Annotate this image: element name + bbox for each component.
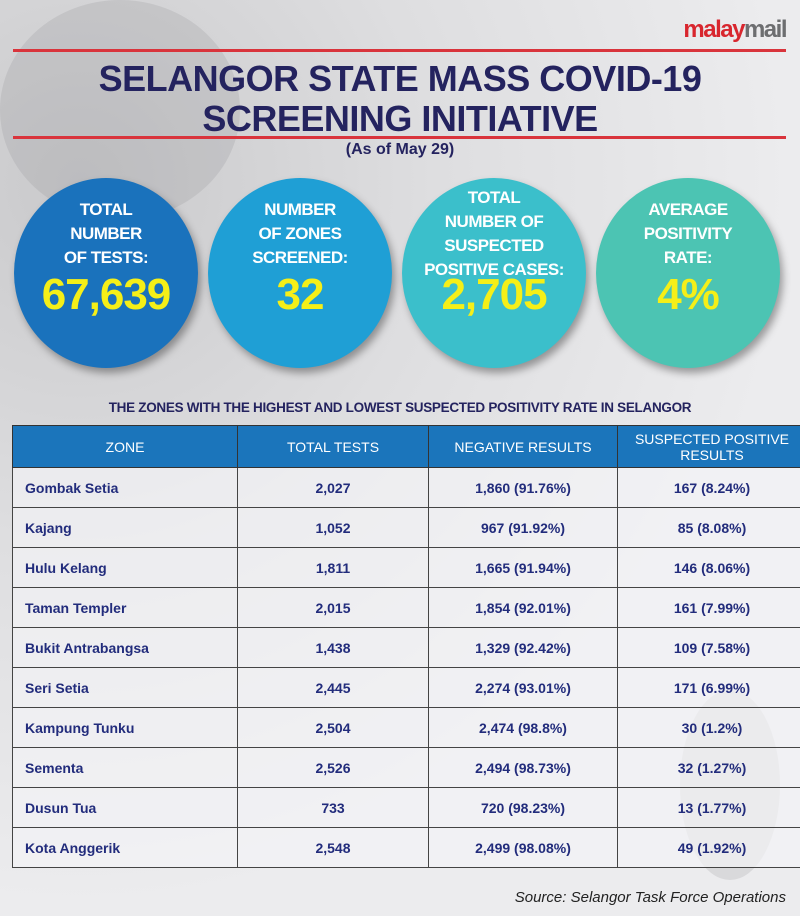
stat-label-line: TOTAL	[79, 200, 133, 219]
total-tests-cell: 2,504	[237, 707, 429, 748]
negative-results-cell: 2,494 (98.73%)	[428, 747, 618, 788]
column-header: TOTAL TESTS	[237, 425, 429, 468]
zone-cell: Bukit Antrabangsa	[12, 627, 238, 668]
stat-label-line: OF ZONES	[258, 224, 342, 243]
negative-results-cell: 1,329 (92.42%)	[428, 627, 618, 668]
table-row: Gombak Setia 2,027 1,860 (91.76%) 167 (8.24…	[12, 467, 800, 508]
total-tests-cell: 1,438	[237, 627, 429, 668]
title-line-2: SCREENING INITIATIVE	[202, 98, 598, 139]
negative-results-cell: 967 (91.92%)	[428, 507, 618, 548]
positive-results-cell: 167 (8.24%)	[617, 467, 800, 508]
positive-results-cell: 109 (7.58%)	[617, 627, 800, 668]
positive-results-cell: 30 (1.2%)	[617, 707, 800, 748]
stat-label-line: AVERAGE	[648, 200, 728, 219]
stat-label-line: NUMBER OF	[444, 212, 544, 231]
total-tests-cell: 1,811	[237, 547, 429, 588]
table-row: Bukit Antrabangsa 1,438 1,329 (92.42%) 109 …	[12, 627, 800, 668]
zone-cell: Hulu Kelang	[12, 547, 238, 588]
positive-results-cell: 85 (8.08%)	[617, 507, 800, 548]
table-row: Taman Templer 2,015 1,854 (92.01%) 161 (7.9…	[12, 587, 800, 628]
zone-cell: Kota Anggerik	[12, 827, 238, 868]
stat-label: TOTAL NUMBER OF SUSPECTED POSITIVE CASES:	[406, 186, 582, 282]
table-row: Dusun Tua 733 720 (98.23%) 13 (1.77%)	[12, 787, 800, 828]
table-row: Seri Setia 2,445 2,274 (93.01%) 171 (6.99%)	[12, 667, 800, 708]
stat-label-line: NUMBER	[264, 200, 336, 219]
stat-label-line: POSITIVE CASES:	[424, 260, 564, 279]
stat-label-line: NUMBER	[70, 224, 142, 243]
zone-cell: Seri Setia	[12, 667, 238, 708]
stat-label-line: TOTAL	[467, 188, 521, 207]
stat-label-line: SCREENED:	[252, 248, 348, 267]
stat-label-line: POSITIVITY	[643, 224, 733, 243]
total-tests-cell: 2,526	[237, 747, 429, 788]
total-tests-cell: 2,015	[237, 587, 429, 628]
stat-label-line: OF TESTS:	[63, 248, 149, 267]
table-row: Kota Anggerik 2,548 2,499 (98.08%) 49 (1.92…	[12, 827, 800, 868]
table-row: Hulu Kelang 1,811 1,665 (91.94%) 146 (8.06%…	[12, 547, 800, 588]
logo-part-malay: malay	[683, 16, 745, 43]
negative-results-cell: 2,499 (98.08%)	[428, 827, 618, 868]
bottom-red-rule	[13, 136, 786, 139]
zone-cell: Taman Templer	[12, 587, 238, 628]
total-tests-cell: 2,027	[237, 467, 429, 508]
positive-results-cell: 146 (8.06%)	[617, 547, 800, 588]
stat-value: 32	[276, 270, 325, 319]
negative-results-cell: 2,474 (98.8%)	[428, 707, 618, 748]
zone-cell: Kajang	[12, 507, 238, 548]
logo-part-mail: mail	[743, 16, 788, 43]
stat-label-line: RATE:	[663, 248, 713, 267]
total-tests-cell: 2,445	[237, 667, 429, 708]
stat-value: 67,639	[41, 270, 172, 319]
stat-value: 2,705	[441, 270, 547, 319]
table-title: THE ZONES WITH THE HIGHEST AND LOWEST SU…	[108, 400, 692, 415]
subtitle: (As of May 29)	[345, 141, 455, 158]
zone-cell: Sementa	[12, 747, 238, 788]
stat-value: 4%	[657, 270, 720, 319]
title-line-1: SELANGOR STATE MASS COVID-19	[98, 58, 702, 99]
stat-circle: TOTAL NUMBER OF SUSPECTED POSITIVE CASES: 2,…	[402, 178, 586, 368]
positive-results-cell: 171 (6.99%)	[617, 667, 800, 708]
negative-results-cell: 1,665 (91.94%)	[428, 547, 618, 588]
source-note: Source: Selangor Task Force Operations	[514, 889, 786, 906]
column-header: ZONE	[12, 425, 238, 468]
negative-results-cell: 720 (98.23%)	[428, 787, 618, 828]
total-tests-cell: 733	[237, 787, 429, 828]
positive-results-cell: 161 (7.99%)	[617, 587, 800, 628]
positive-results-cell: 49 (1.92%)	[617, 827, 800, 868]
stat-circle: AVERAGE POSITIVITY RATE: 4%	[596, 178, 780, 368]
total-tests-cell: 1,052	[237, 507, 429, 548]
table-row: Kampung Tunku 2,504 2,474 (98.8%) 30 (1.2%)	[12, 707, 800, 748]
stat-label: TOTAL NUMBER OF TESTS:	[18, 198, 194, 270]
zone-cell: Dusun Tua	[12, 787, 238, 828]
stat-label: NUMBER OF ZONES SCREENED:	[212, 198, 388, 270]
stat-label: AVERAGE POSITIVITY RATE:	[600, 198, 776, 270]
stat-circle: TOTAL NUMBER OF TESTS: 67,639	[14, 178, 198, 368]
table-row: Sementa 2,526 2,494 (98.73%) 32 (1.27%)	[12, 747, 800, 788]
table-row: Kajang 1,052 967 (91.92%) 85 (8.08%)	[12, 507, 800, 548]
zone-cell: Kampung Tunku	[12, 707, 238, 748]
positive-results-cell: 32 (1.27%)	[617, 747, 800, 788]
column-header: SUSPECTED POSITIVE RESULTS	[617, 425, 800, 468]
zones-table: ZONE TOTAL TESTS NEGATIVE RESULTS SUSPECTED…	[12, 425, 800, 868]
stat-label-line: SUSPECTED	[444, 236, 544, 255]
top-red-rule	[13, 49, 786, 52]
positive-results-cell: 13 (1.77%)	[617, 787, 800, 828]
stat-circle: NUMBER OF ZONES SCREENED: 32	[208, 178, 392, 368]
malaymail-logo: malaymail	[683, 16, 788, 44]
zone-cell: Gombak Setia	[12, 467, 238, 508]
total-tests-cell: 2,548	[237, 827, 429, 868]
negative-results-cell: 1,854 (92.01%)	[428, 587, 618, 628]
column-header: NEGATIVE RESULTS	[428, 425, 618, 468]
negative-results-cell: 1,860 (91.76%)	[428, 467, 618, 508]
negative-results-cell: 2,274 (93.01%)	[428, 667, 618, 708]
